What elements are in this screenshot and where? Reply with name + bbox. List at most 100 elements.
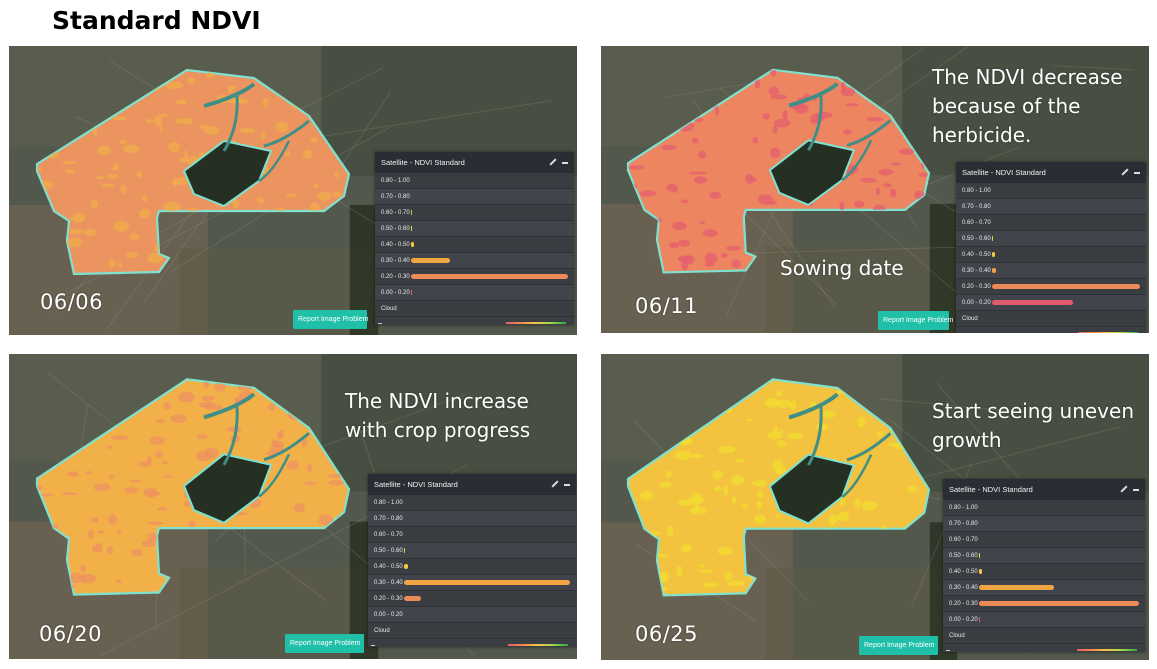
report-image-problem-button[interactable]: Report Image Problem — [293, 310, 368, 329]
ndvi-legend: Satellite - NDVI Standard 0.80 - 1.00 0.70… — [375, 152, 574, 325]
ndvi-legend: Satellite - NDVI Standard 0.80 - 1.00 0.70… — [943, 479, 1145, 652]
report-image-problem-button[interactable]: Report Image Problem — [285, 634, 364, 653]
legend-range-label: 0.00 - 0.20 — [962, 299, 991, 306]
legend-row: 0.80 - 1.00 — [368, 495, 576, 511]
legend-bar-track — [979, 585, 1139, 590]
legend-range-label: 0.40 - 0.50 — [949, 568, 978, 575]
legend-range-label: 0.30 - 0.40 — [381, 257, 410, 264]
legend-range-label: 0.80 - 1.00 — [949, 504, 978, 511]
satellite-map[interactable] — [601, 354, 1149, 660]
legend-bar-track — [404, 628, 570, 633]
annotation-text: The NDVI decrease because of the herbici… — [932, 65, 1123, 147]
legend-share-bar — [404, 596, 421, 601]
legend-range-label: 0.60 - 0.70 — [949, 536, 978, 543]
minimize-icon[interactable] — [1133, 488, 1139, 491]
legend-bar-track — [992, 300, 1140, 305]
legend-range-label: 0.40 - 0.50 — [962, 251, 991, 258]
legend-share-bar — [404, 564, 409, 569]
legend-rows: 0.80 - 1.00 0.70 - 0.80 0.60 - 0.70 0.50 - … — [956, 183, 1146, 327]
legend-row: 0.70 - 0.80 — [375, 189, 574, 205]
legend-share-bar — [992, 252, 995, 257]
ndvi-panel-2: The NDVI decrease because of the herbici… — [601, 46, 1149, 333]
legend-row: 0.40 - 0.50 — [375, 237, 574, 253]
legend-row: Cloud — [375, 301, 574, 317]
legend-share-bar — [992, 300, 1074, 305]
legend-row: Cloud — [368, 623, 576, 639]
legend-share-bar — [411, 290, 412, 295]
legend-bar-track — [979, 537, 1139, 542]
legend-header: Satellite - NDVI Standard — [368, 474, 576, 495]
legend-color-scale — [375, 317, 574, 325]
legend-range-label: 0.30 - 0.40 — [962, 267, 991, 274]
satellite-map[interactable] — [9, 46, 577, 335]
legend-range-label: Cloud — [374, 627, 390, 634]
report-image-problem-button[interactable]: Report Image Problem — [859, 636, 938, 655]
date-label: 06/11 — [635, 294, 699, 318]
legend-range-label: 0.20 - 0.30 — [374, 595, 403, 602]
legend-range-label: 0.50 - 0.60 — [949, 552, 978, 559]
pencil-icon[interactable] — [1121, 169, 1128, 176]
legend-title: Satellite - NDVI Standard — [374, 480, 458, 489]
legend-bar-track — [411, 306, 568, 311]
legend-bar-track — [404, 596, 570, 601]
legend-row: 0.80 - 1.00 — [956, 183, 1146, 199]
ndvi-legend: Satellite - NDVI Standard 0.80 - 1.00 0.70… — [368, 474, 576, 647]
legend-share-bar — [979, 569, 983, 574]
legend-range-label: Cloud — [381, 305, 397, 312]
legend-bar-track — [992, 220, 1140, 225]
legend-range-label: 0.30 - 0.40 — [949, 584, 978, 591]
legend-row: 0.20 - 0.30 — [956, 279, 1146, 295]
report-image-problem-button[interactable]: Report Image Problem — [878, 311, 953, 330]
legend-bar-track — [411, 242, 568, 247]
legend-row: Cloud — [956, 311, 1146, 327]
legend-row: 0.30 - 0.40 — [956, 263, 1146, 279]
legend-row: 0.40 - 0.50 — [956, 247, 1146, 263]
minimize-icon[interactable] — [564, 483, 570, 486]
legend-row: 0.40 - 0.50 — [368, 559, 576, 575]
pencil-icon[interactable] — [549, 159, 556, 166]
date-label: 06/25 — [635, 622, 699, 646]
sowing-date-annotation: Sowing date — [780, 256, 904, 280]
annotation-text: Start seeing uneven growth — [932, 399, 1135, 452]
ndvi-panel-3: The NDVI increase with crop progress 06/… — [9, 354, 577, 659]
legend-bar-track — [411, 290, 568, 295]
legend-header: Satellite - NDVI Standard — [375, 152, 574, 173]
legend-row: 0.60 - 0.70 — [375, 205, 574, 221]
legend-title: Satellite - NDVI Standard — [381, 158, 465, 167]
legend-share-bar — [992, 236, 993, 241]
legend-row: 0.20 - 0.30 — [943, 596, 1145, 612]
legend-bar-track — [411, 274, 568, 279]
legend-row: 0.20 - 0.30 — [368, 591, 576, 607]
legend-row: 0.50 - 0.60 — [956, 231, 1146, 247]
ndvi-legend: Satellite - NDVI Standard 0.80 - 1.00 0.70… — [956, 162, 1146, 333]
legend-row: 0.20 - 0.30 — [375, 269, 574, 285]
legend-header: Satellite - NDVI Standard — [956, 162, 1146, 183]
legend-row: 0.50 - 0.60 — [368, 543, 576, 559]
minimize-icon[interactable] — [1134, 171, 1140, 174]
legend-range-label: 0.80 - 1.00 — [374, 499, 403, 506]
legend-range-label: 0.20 - 0.30 — [962, 283, 991, 290]
legend-color-scale — [368, 639, 576, 647]
legend-range-label: 0.70 - 0.80 — [949, 520, 978, 527]
legend-bar-track — [979, 521, 1139, 526]
pencil-icon[interactable] — [1120, 486, 1127, 493]
page-title: Standard NDVI — [52, 6, 261, 35]
legend-row: 0.30 - 0.40 — [943, 580, 1145, 596]
legend-bar-track — [992, 252, 1140, 257]
legend-row: 0.60 - 0.70 — [956, 215, 1146, 231]
minimize-icon[interactable] — [562, 161, 568, 164]
legend-share-bar — [992, 284, 1140, 289]
legend-bar-track — [404, 612, 570, 617]
legend-range-label: 0.50 - 0.60 — [962, 235, 991, 242]
legend-header: Satellite - NDVI Standard — [943, 479, 1145, 500]
legend-rows: 0.80 - 1.00 0.70 - 0.80 0.60 - 0.70 0.50 - … — [943, 500, 1145, 644]
pencil-icon[interactable] — [551, 481, 558, 488]
legend-row: Cloud — [943, 628, 1145, 644]
legend-range-label: Cloud — [949, 632, 965, 639]
legend-range-label: 0.70 - 0.80 — [381, 193, 410, 200]
legend-range-label: 0.50 - 0.60 — [381, 225, 410, 232]
legend-range-label: 0.80 - 1.00 — [962, 187, 991, 194]
legend-row: 0.00 - 0.20 — [956, 295, 1146, 311]
legend-range-label: 0.40 - 0.50 — [381, 241, 410, 248]
legend-share-bar — [411, 210, 412, 215]
